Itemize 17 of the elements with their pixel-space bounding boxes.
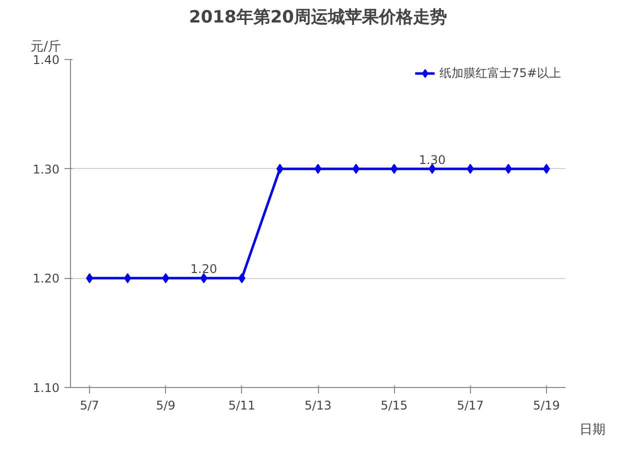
y-axis-title: 元/斤 <box>30 40 61 54</box>
data-label: 1.30 <box>418 152 446 167</box>
x-axis-title: 日期 <box>580 422 606 438</box>
chart-title: 2018年第20周运城苹果价格走势 <box>189 8 447 28</box>
data-label: 1.20 <box>190 262 218 276</box>
x-tick-label: 5/7 <box>80 398 100 412</box>
x-tick-label: 5/15 <box>380 398 408 412</box>
y-tick-label: 1.10 <box>32 381 60 395</box>
x-tick-label: 5/11 <box>228 398 256 412</box>
x-tick-label: 5/17 <box>456 398 484 412</box>
y-tick-label: 1.20 <box>32 272 60 286</box>
x-tick-label: 5/13 <box>304 398 332 412</box>
y-tick-label: 1.40 <box>32 53 60 67</box>
legend-label: 纸加膜红富士75#以上 <box>440 64 561 82</box>
y-tick-label: 1.30 <box>32 162 60 176</box>
x-tick-label: 5/19 <box>532 398 560 412</box>
x-tick-label: 5/9 <box>156 398 176 412</box>
